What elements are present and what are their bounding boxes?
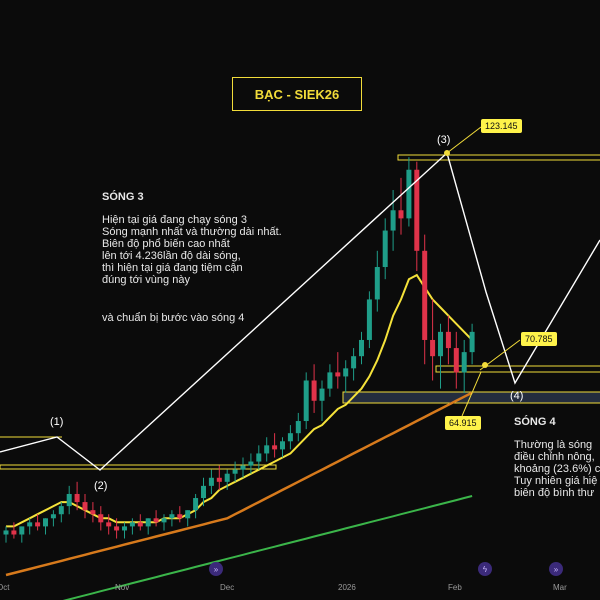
candle-body bbox=[438, 331, 443, 357]
candle-body bbox=[98, 514, 104, 523]
candle-body bbox=[177, 514, 183, 519]
candle-body bbox=[430, 339, 436, 357]
candle-body bbox=[50, 514, 56, 519]
wave4-target-zone bbox=[435, 365, 600, 373]
wave-label-1: (1) bbox=[50, 416, 64, 428]
x-tick-mar: Mar bbox=[553, 583, 567, 592]
candle-body bbox=[248, 461, 254, 466]
wave-label-2: (2) bbox=[94, 480, 108, 492]
candle-body bbox=[366, 299, 372, 340]
candle-body bbox=[129, 522, 135, 527]
price-leader-line bbox=[446, 126, 482, 154]
wave4-marker bbox=[482, 362, 488, 368]
x-tick-nov: Nov bbox=[115, 583, 130, 592]
x-tick-feb: Feb bbox=[448, 583, 462, 592]
candle-body bbox=[153, 518, 159, 523]
candle-body bbox=[422, 250, 428, 340]
candle-body bbox=[264, 445, 270, 454]
candle-body bbox=[43, 518, 48, 527]
candle-body bbox=[335, 372, 341, 377]
candle-body bbox=[359, 339, 364, 357]
candle-body bbox=[216, 477, 222, 482]
candle-body bbox=[445, 331, 451, 349]
candle-body bbox=[58, 506, 64, 515]
candle-body bbox=[193, 498, 199, 511]
candle-body bbox=[240, 465, 246, 470]
candle-body bbox=[272, 445, 278, 450]
candle-body bbox=[74, 493, 80, 503]
candle-body bbox=[122, 526, 127, 531]
candle-body bbox=[232, 469, 238, 474]
x-tick-oct: Oct bbox=[0, 583, 10, 592]
candle-body bbox=[295, 421, 301, 434]
candle-body bbox=[201, 485, 206, 499]
candle-body bbox=[224, 473, 230, 482]
wave-label-3: (3) bbox=[437, 134, 451, 146]
ema-slow-line bbox=[5, 391, 473, 577]
wave4-body: Thường là sóng điều chỉnh nông, khoảng (… bbox=[514, 439, 600, 499]
support-zone bbox=[342, 391, 600, 404]
candle-body bbox=[161, 518, 167, 523]
candle-body bbox=[90, 510, 96, 515]
candle-body bbox=[461, 352, 467, 373]
candle-body bbox=[106, 522, 112, 527]
price-label-low: 64.915 bbox=[445, 416, 481, 430]
flash-event-icon[interactable]: ϟ bbox=[478, 562, 492, 576]
price-label-high: 123.145 bbox=[481, 119, 522, 133]
candle-body bbox=[27, 522, 33, 527]
candle-body bbox=[414, 169, 420, 251]
candle-body bbox=[343, 368, 349, 377]
resistance-zone bbox=[397, 154, 600, 161]
candle-body bbox=[406, 169, 412, 219]
candle-body bbox=[280, 441, 285, 450]
candle-body bbox=[185, 510, 191, 519]
candle-body bbox=[303, 380, 309, 422]
candle-body bbox=[19, 526, 25, 535]
candle-body bbox=[311, 380, 317, 401]
wave3-title: SÓNG 3 bbox=[102, 191, 144, 203]
wave3-body: Hiện tại giá đang chạy sóng 3 Sóng mạnh … bbox=[102, 214, 282, 286]
x-tick-2026: 2026 bbox=[338, 583, 356, 592]
candle-body bbox=[390, 210, 396, 231]
wave-label-4: (4) bbox=[510, 390, 524, 402]
candle-body bbox=[327, 372, 333, 389]
candle-body bbox=[137, 522, 143, 527]
candle-body bbox=[82, 502, 88, 511]
candle-body bbox=[208, 477, 214, 486]
candle-body bbox=[287, 433, 293, 442]
event-icon[interactable]: » bbox=[209, 562, 223, 576]
candle-body bbox=[382, 230, 388, 268]
price-leader-line bbox=[461, 371, 482, 417]
candle-body bbox=[469, 331, 475, 353]
candle-body bbox=[319, 388, 325, 401]
price-leader-line bbox=[479, 339, 521, 371]
candle-body bbox=[169, 514, 175, 519]
candle-body bbox=[398, 210, 404, 219]
candle-body bbox=[66, 493, 72, 507]
candle-body bbox=[453, 348, 459, 373]
event-icon[interactable]: » bbox=[549, 562, 563, 576]
x-tick-dec: Dec bbox=[220, 583, 235, 592]
candle-body bbox=[256, 453, 262, 462]
candle-body bbox=[351, 356, 357, 369]
candle-body bbox=[35, 522, 41, 527]
sma-long-line bbox=[62, 495, 473, 600]
candle-body bbox=[11, 530, 17, 535]
candle-body bbox=[3, 530, 9, 535]
chart-title: BẠC - SIEK26 bbox=[232, 77, 362, 111]
wave3-next: và chuẩn bị bước vào sóng 4 bbox=[102, 312, 245, 324]
wave4-title: SÓNG 4 bbox=[514, 416, 556, 428]
candle-body bbox=[374, 267, 380, 300]
candle-body bbox=[145, 518, 151, 527]
price-label-mid: 70.785 bbox=[521, 332, 557, 346]
wave2-support-zone bbox=[0, 464, 277, 470]
candle-body bbox=[114, 526, 120, 531]
